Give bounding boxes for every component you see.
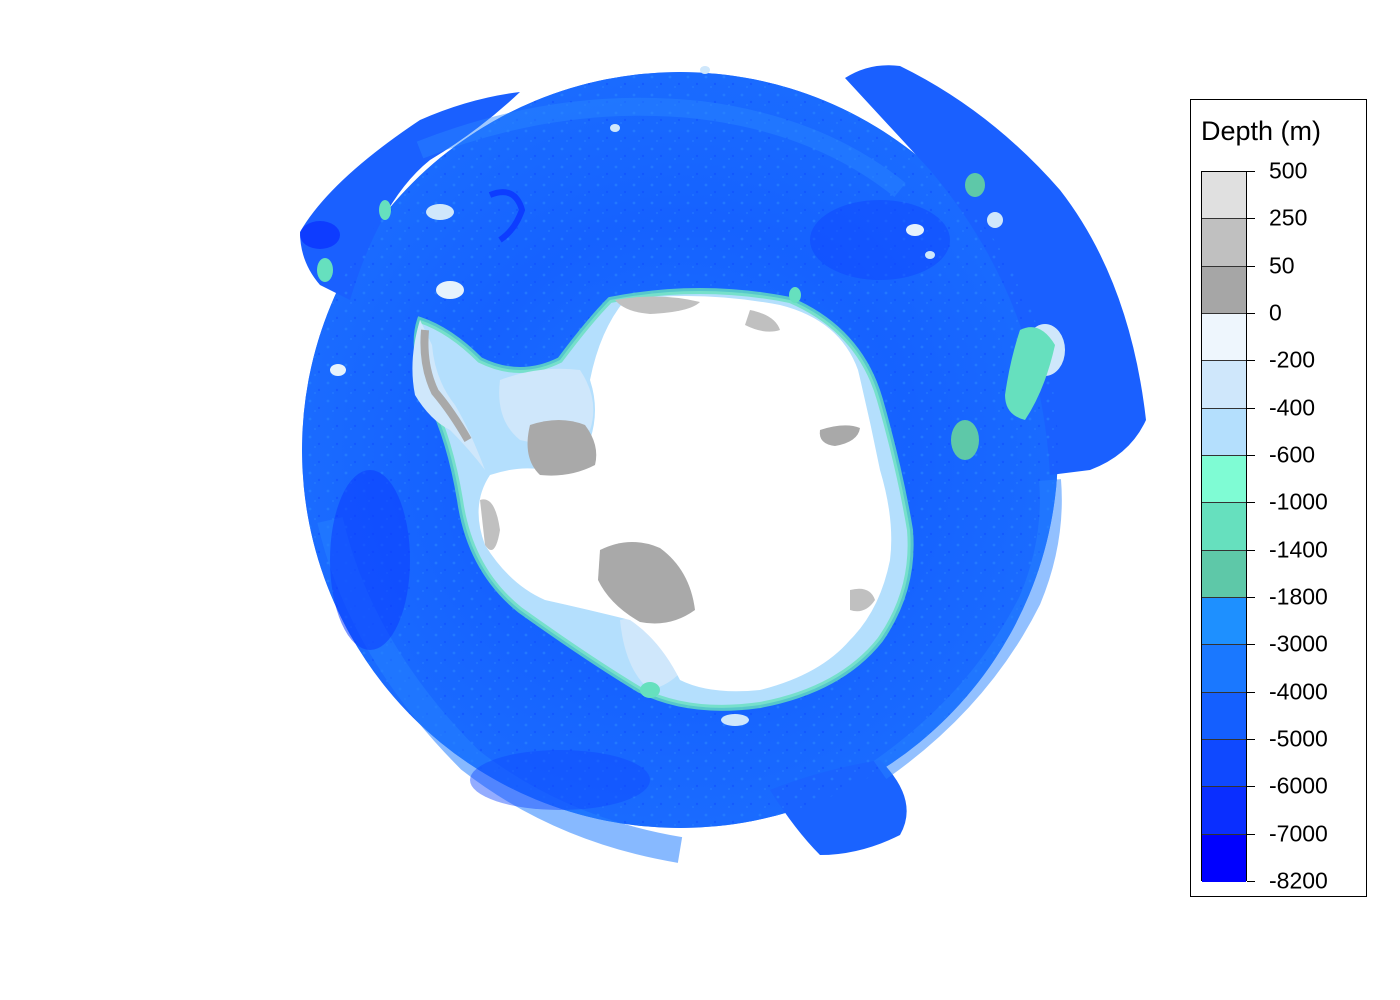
legend-swatch xyxy=(1202,692,1246,740)
legend-tick-label: -3000 xyxy=(1269,630,1328,657)
legend-tick xyxy=(1247,171,1255,172)
legend-tick-label: -1000 xyxy=(1269,488,1328,515)
legend-color-bar xyxy=(1201,171,1247,882)
legend-tick-label: -8200 xyxy=(1269,867,1328,894)
legend-tick xyxy=(1247,739,1255,740)
legend-tick-label: -400 xyxy=(1269,394,1316,421)
legend-swatch xyxy=(1202,598,1246,646)
depth-legend: Depth (m) 500 250 50 0 -200 -400 -600 -1000 -140… xyxy=(1190,99,1367,897)
legend-tick-label: 0 xyxy=(1269,299,1282,326)
legend-tick-label: -5000 xyxy=(1269,725,1328,752)
legend-tick-label: -7000 xyxy=(1269,820,1328,847)
legend-swatch xyxy=(1202,550,1246,598)
legend-swatch xyxy=(1202,645,1246,693)
shallow-features xyxy=(317,66,1065,726)
legend-tick xyxy=(1247,265,1255,267)
legend-tick-label: 250 xyxy=(1269,204,1308,231)
ross-ice-shelf-region xyxy=(598,541,695,624)
legend-tick xyxy=(1247,786,1255,788)
legend-swatch xyxy=(1202,408,1246,456)
legend-swatch xyxy=(1202,740,1246,788)
legend-tick xyxy=(1247,549,1255,551)
legend-swatch xyxy=(1202,834,1246,882)
legend-tick xyxy=(1247,218,1255,220)
legend-tick xyxy=(1247,644,1255,646)
legend-tick-label: -200 xyxy=(1269,346,1316,373)
legend-tick-label: -600 xyxy=(1269,441,1316,468)
legend-swatch xyxy=(1202,172,1246,220)
legend-tick xyxy=(1247,407,1255,409)
legend-tick xyxy=(1247,455,1255,456)
ronne-ice-shelf-region xyxy=(527,420,597,476)
legend-tick xyxy=(1247,881,1255,882)
legend-tick-label: 50 xyxy=(1269,252,1295,279)
legend-tick xyxy=(1247,833,1255,835)
legend-tick-label: -6000 xyxy=(1269,772,1328,799)
legend-tick xyxy=(1247,691,1255,693)
legend-tick xyxy=(1247,597,1255,598)
legend-swatch xyxy=(1202,219,1246,267)
legend-swatch xyxy=(1202,503,1246,551)
legend-tick xyxy=(1247,313,1255,314)
legend-swatch xyxy=(1202,314,1246,362)
legend-tick-label: -4000 xyxy=(1269,678,1328,705)
legend-tick-label: -1800 xyxy=(1269,583,1328,610)
legend-title: Depth (m) xyxy=(1201,116,1322,146)
legend-tick xyxy=(1247,360,1255,362)
legend-tick-label: 500 xyxy=(1269,157,1308,184)
legend-swatch xyxy=(1202,456,1246,504)
legend-swatch xyxy=(1202,266,1246,314)
legend-tick-label: -1400 xyxy=(1269,536,1328,563)
legend-swatch xyxy=(1202,787,1246,835)
legend-swatch xyxy=(1202,361,1246,409)
antarctica-land xyxy=(478,296,892,692)
legend-tick xyxy=(1247,502,1255,504)
